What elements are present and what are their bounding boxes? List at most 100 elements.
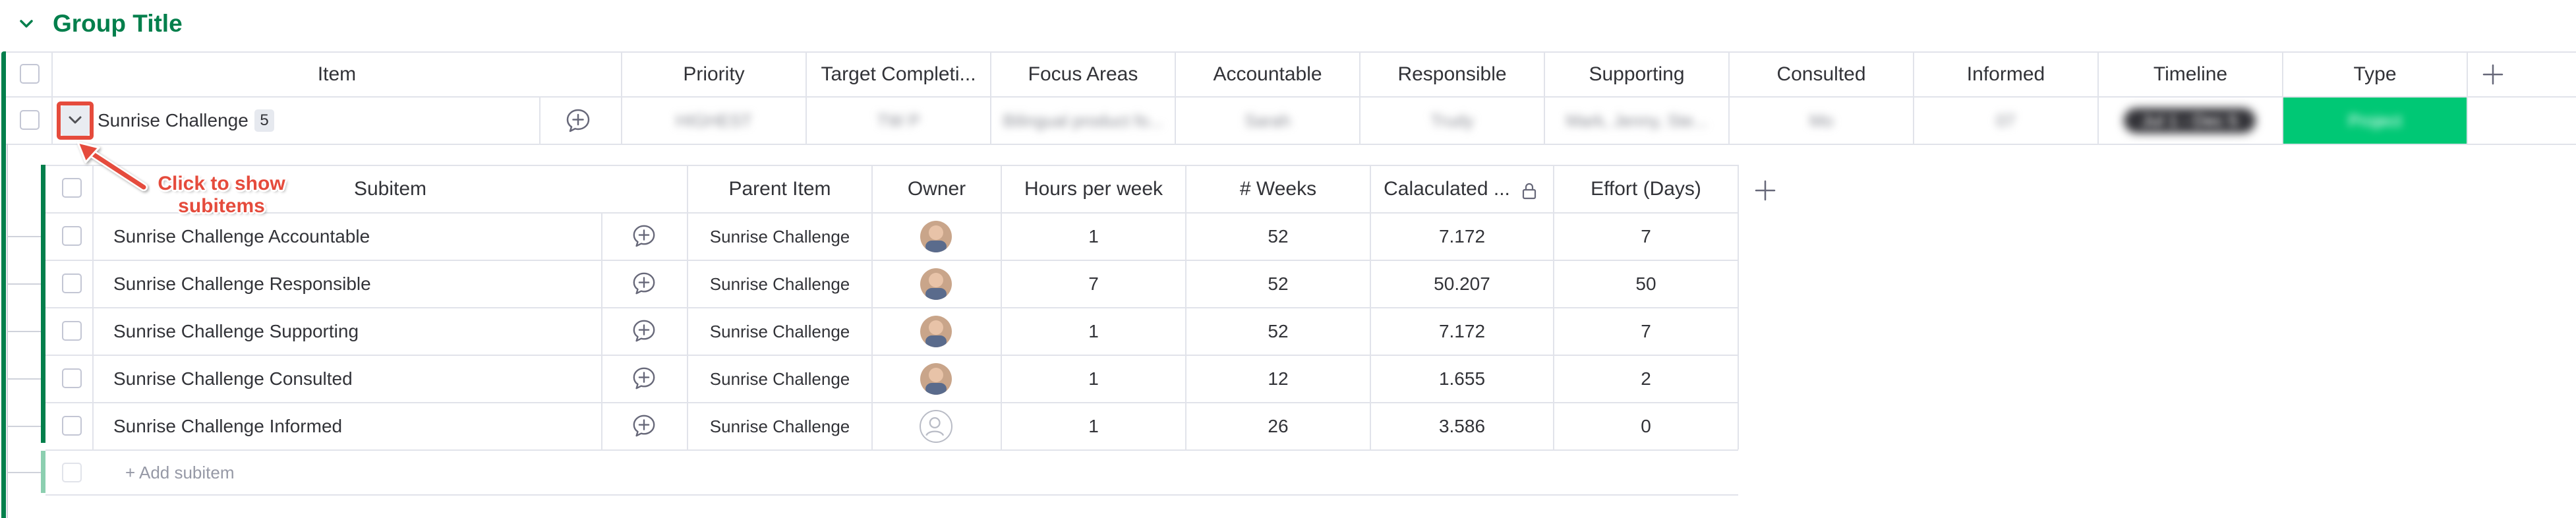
empty-owner-icon[interactable] — [920, 410, 952, 443]
column-header-supporting[interactable]: Supporting — [1589, 63, 1685, 85]
add-update-icon[interactable] — [631, 223, 657, 248]
item-accountable[interactable]: Sarah — [1244, 110, 1291, 130]
subitem-hours-per-week[interactable]: 1 — [1088, 321, 1099, 341]
column-header-target-completion[interactable]: Target Completi... — [821, 63, 976, 85]
subitem-name[interactable]: Sunrise Challenge Accountable — [113, 226, 370, 246]
add-update-icon[interactable] — [631, 413, 657, 438]
owner-avatar[interactable] — [920, 221, 952, 252]
row-divider — [45, 402, 1738, 403]
subitem-checkbox[interactable] — [62, 321, 82, 341]
timeline-pill[interactable] — [2124, 108, 2256, 133]
column-header-timeline[interactable]: Timeline — [2153, 63, 2228, 85]
subitem-hours-per-week[interactable]: 1 — [1088, 226, 1099, 246]
subitem-effort-days[interactable]: 0 — [1641, 416, 1651, 436]
subitem-weeks[interactable]: 52 — [1268, 226, 1289, 246]
subitem-parent[interactable]: Sunrise Challenge — [709, 226, 850, 246]
column-divider — [1370, 165, 1371, 449]
item-target-completion[interactable]: TW P — [877, 110, 920, 130]
column-header-item[interactable]: Item — [317, 63, 357, 85]
column-header-focus-areas[interactable]: Focus Areas — [1028, 63, 1138, 85]
expand-subitems-button[interactable] — [61, 105, 90, 136]
lock-icon — [1522, 183, 1537, 200]
subitem-parent[interactable]: Sunrise Challenge — [709, 416, 850, 436]
column-header-type[interactable]: Type — [2353, 63, 2397, 85]
subitem-effort-days[interactable]: 2 — [1641, 368, 1651, 389]
subitem-calculated: 7.172 — [1438, 321, 1486, 341]
column-header-consulted[interactable]: Consulted — [1776, 63, 1866, 85]
subitem-parent[interactable]: Sunrise Challenge — [709, 321, 850, 341]
subitem-hours-per-week[interactable]: 1 — [1088, 416, 1099, 436]
column-divider — [51, 51, 53, 144]
subitem-weeks[interactable]: 52 — [1268, 321, 1289, 341]
column-header-informed[interactable]: Informed — [1966, 63, 2045, 85]
subitem-effort-days[interactable]: 50 — [1635, 273, 1656, 294]
subitem-name[interactable]: Sunrise Challenge Consulted — [113, 368, 353, 389]
tree-connector — [7, 236, 41, 237]
item-priority[interactable]: HIGHEST — [676, 110, 752, 130]
item-informed[interactable]: 07 — [1996, 110, 2016, 130]
subitem-calculated: 7.172 — [1438, 226, 1486, 246]
add-subitem-input[interactable]: + Add subitem — [125, 462, 235, 482]
add-update-icon[interactable] — [631, 271, 657, 296]
column-header-effort-days[interactable]: Effort (Days) — [1591, 178, 1701, 200]
column-header-subitem[interactable]: Subitem — [353, 178, 427, 200]
item-checkbox[interactable] — [20, 110, 40, 130]
add-column-plus-icon[interactable] — [2482, 63, 2504, 86]
item-consulted[interactable]: Mo — [1809, 110, 1834, 130]
owner-avatar[interactable] — [920, 363, 952, 395]
column-header-weeks[interactable]: # Weeks — [1239, 178, 1317, 200]
column-header-priority[interactable]: Priority — [683, 63, 745, 85]
subitem-effort-days[interactable]: 7 — [1641, 226, 1651, 246]
tree-connector — [7, 283, 41, 285]
subitem-name[interactable]: Sunrise Challenge Supporting — [113, 321, 359, 341]
add-update-icon[interactable] — [631, 318, 657, 343]
subitem-weeks[interactable]: 12 — [1268, 368, 1289, 389]
column-header-hours-per-week[interactable]: Hours per week — [1024, 178, 1163, 200]
item-supporting[interactable]: Mark, Jenny, Ste... — [1566, 110, 1708, 130]
callout-arrow-icon — [76, 141, 148, 191]
row-divider — [45, 449, 1738, 451]
column-divider — [1553, 165, 1554, 449]
subitem-parent[interactable]: Sunrise Challenge — [709, 368, 850, 389]
column-header-responsible[interactable]: Responsible — [1397, 63, 1507, 85]
group-color-bar — [1, 51, 6, 518]
column-divider — [805, 51, 807, 144]
column-header-accountable[interactable]: Accountable — [1213, 63, 1322, 85]
subitem-checkbox[interactable] — [62, 416, 82, 436]
subitem-effort-days[interactable]: 7 — [1641, 321, 1651, 341]
column-divider — [2282, 51, 2283, 144]
add-update-icon[interactable] — [565, 107, 591, 134]
subitem-weeks[interactable]: 26 — [1268, 416, 1289, 436]
subitem-checkbox[interactable] — [62, 273, 82, 293]
subitem-name[interactable]: Sunrise Challenge Responsible — [113, 273, 371, 294]
subitem-weeks[interactable]: 52 — [1268, 273, 1289, 294]
chevron-down-icon[interactable] — [17, 14, 36, 33]
column-divider — [92, 165, 94, 449]
item-focus-areas[interactable]: Bilingual product fo... — [1003, 110, 1163, 130]
item-name[interactable]: Sunrise Challenge — [98, 110, 249, 130]
type-status-cell[interactable] — [2283, 98, 2467, 144]
chevron-down-icon[interactable] — [66, 111, 84, 129]
owner-avatar[interactable] — [920, 316, 952, 347]
subitem-hours-per-week[interactable]: 1 — [1088, 368, 1099, 389]
subitem-hours-per-week[interactable]: 7 — [1088, 273, 1099, 294]
select-all-subitems-checkbox[interactable] — [62, 178, 82, 198]
add-update-icon[interactable] — [631, 366, 657, 391]
subitem-color-bar — [41, 165, 45, 443]
group-title[interactable]: Group Title — [53, 10, 183, 37]
subitem-name[interactable]: Sunrise Challenge Informed — [113, 416, 343, 436]
column-header-owner[interactable]: Owner — [907, 178, 966, 200]
row-divider — [45, 165, 1738, 166]
column-header-parent-item[interactable]: Parent Item — [728, 178, 831, 200]
subitem-checkbox[interactable] — [62, 368, 82, 388]
subitem-parent[interactable]: Sunrise Challenge — [709, 273, 850, 294]
column-header-calculated[interactable]: Calaculated ... — [1384, 178, 1510, 200]
select-all-checkbox[interactable] — [20, 64, 40, 84]
add-subitem-column-plus-icon[interactable] — [1754, 179, 1776, 202]
item-responsible[interactable]: Trudy — [1430, 110, 1474, 130]
subitem-count-badge[interactable]: 5 — [254, 109, 274, 132]
tree-connector — [7, 378, 41, 380]
subitem-checkbox[interactable] — [62, 226, 82, 246]
column-divider — [990, 51, 991, 144]
owner-avatar[interactable] — [920, 268, 952, 300]
